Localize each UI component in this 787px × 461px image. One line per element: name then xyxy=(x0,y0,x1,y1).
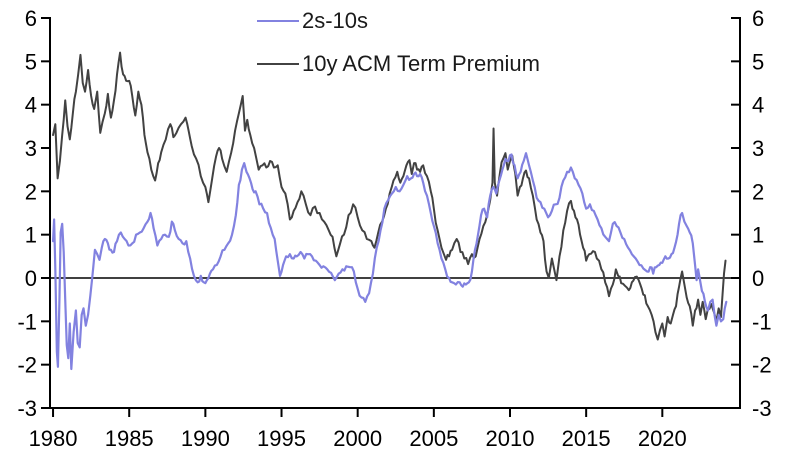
y-axis-tick-label-right: 2 xyxy=(752,179,764,204)
y-axis-tick-label-right: 6 xyxy=(752,6,764,31)
x-axis-tick-label: 1985 xyxy=(105,426,154,451)
x-axis-tick-label: 2000 xyxy=(333,426,382,451)
x-axis-tick-label: 2015 xyxy=(562,426,611,451)
y-axis-tick-label-right: 5 xyxy=(752,49,764,74)
y-axis-tick-label-left: 4 xyxy=(25,93,37,118)
y-axis-tick-label-right: -3 xyxy=(752,396,772,421)
legend-line-sample-10y-acm-term-premium xyxy=(257,62,299,66)
y-axis-tick-label-right: 3 xyxy=(752,136,764,161)
y-axis-tick-label-left: 3 xyxy=(25,136,37,161)
chart-legend: 2s-10s 10y ACM Term Premium xyxy=(257,7,540,93)
y-axis-tick-label-left: -2 xyxy=(17,353,37,378)
y-axis-tick-label-left: 0 xyxy=(25,266,37,291)
y-axis-tick-label-left: 5 xyxy=(25,49,37,74)
series-line-10y-acm-term-premium xyxy=(52,51,727,341)
y-axis-tick-label-left: 6 xyxy=(25,6,37,31)
x-axis-tick-label: 2010 xyxy=(486,426,535,451)
y-axis-tick-label-left: 1 xyxy=(25,223,37,248)
x-axis-tick-label: 2020 xyxy=(638,426,687,451)
y-axis-tick-label-right: -2 xyxy=(752,353,772,378)
y-axis-tick-label-left: -1 xyxy=(17,309,37,334)
x-axis-tick-label: 1995 xyxy=(257,426,306,451)
legend-label-10y-acm-term-premium: 10y ACM Term Premium xyxy=(302,51,540,76)
y-axis-tick-label-right: -1 xyxy=(752,309,772,334)
x-axis-tick-label: 1990 xyxy=(181,426,230,451)
y-axis-tick-label-right: 4 xyxy=(752,93,764,118)
y-axis-tick-label-right: 1 xyxy=(752,223,764,248)
x-axis-tick-label: 1980 xyxy=(29,426,78,451)
series-line-2s-10s xyxy=(51,152,728,371)
legend-item-2s-10s: 2s-10s xyxy=(257,7,540,35)
legend-label-2s-10s: 2s-10s xyxy=(302,8,369,33)
legend-line-sample-2s-10s xyxy=(257,19,299,23)
legend-item-10y-acm-term-premium: 10y ACM Term Premium xyxy=(257,50,540,78)
y-axis-tick-label-right: 0 xyxy=(752,266,764,291)
y-axis-tick-label-left: 2 xyxy=(25,179,37,204)
x-axis-tick-label: 2005 xyxy=(409,426,458,451)
y-axis-tick-label-left: -3 xyxy=(17,396,37,421)
